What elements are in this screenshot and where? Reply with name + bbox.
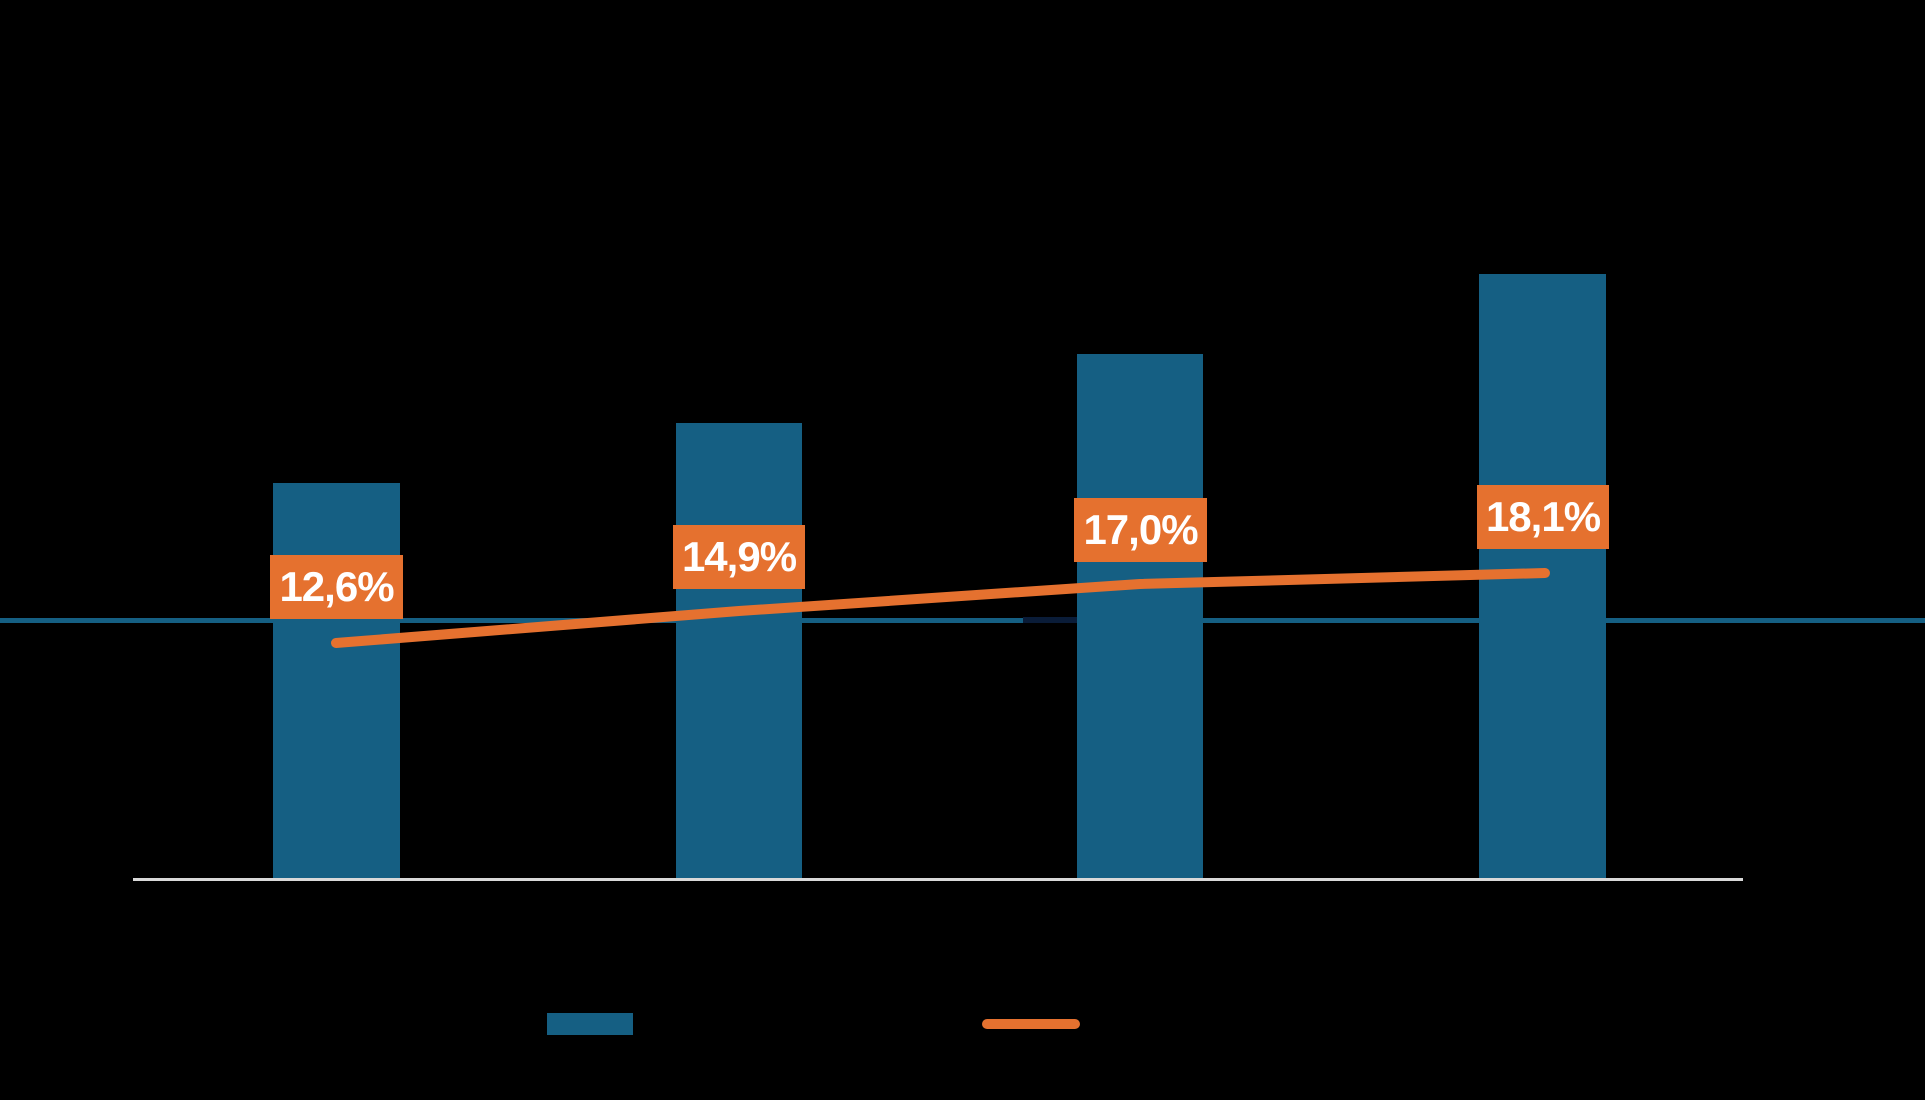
legend-line-swatch <box>982 1019 1080 1029</box>
data-label-1: 12,6% <box>270 555 403 619</box>
data-label-2-text: 14,9% <box>681 533 797 580</box>
trend-polyline <box>331 568 1550 648</box>
data-label-2: 14,9% <box>673 525 805 589</box>
data-label-4-text: 18,1% <box>1485 493 1601 540</box>
data-label-3-text: 17,0% <box>1083 506 1198 553</box>
data-label-4: 18,1% <box>1477 485 1609 549</box>
bar-category-2 <box>676 423 802 878</box>
bar-category-1 <box>273 483 400 878</box>
data-label-3: 17,0% <box>1074 498 1207 562</box>
legend-bar-swatch <box>547 1013 633 1035</box>
data-label-1-text: 12,6% <box>279 563 394 610</box>
line-shadow-artifact <box>1023 617 1077 623</box>
bar-category-3 <box>1077 354 1203 878</box>
bar-category-4 <box>1479 274 1606 878</box>
x-axis-line <box>133 878 1743 881</box>
